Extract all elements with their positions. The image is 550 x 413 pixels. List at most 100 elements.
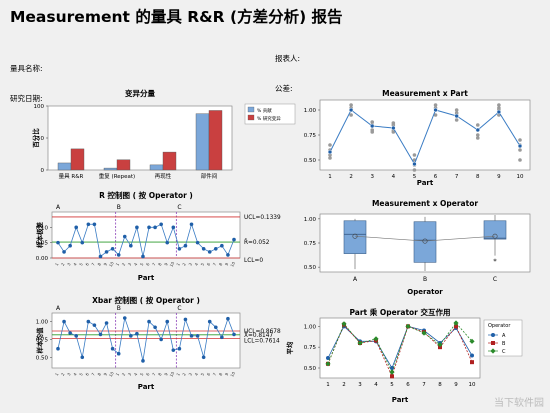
x-tick-label: 6 (206, 262, 212, 267)
data-point (470, 360, 474, 365)
data-point (62, 319, 66, 324)
x-tick-label: 3 (127, 262, 133, 267)
data-point (62, 250, 66, 254)
x-tick-label: 3 (370, 174, 374, 180)
y-tick-label: 0.50 (304, 366, 317, 372)
x-tick-label: 2 (121, 372, 127, 377)
data-point (141, 359, 145, 363)
data-point (110, 247, 115, 251)
left-meta: 量具名称: 研究日期: (10, 44, 43, 124)
group-label: B (117, 204, 121, 211)
data-point (475, 123, 480, 127)
data-point (98, 332, 103, 337)
data-point (207, 319, 212, 324)
data-point (153, 325, 157, 330)
mean-point (369, 123, 375, 129)
x-tick-label: 6 (84, 262, 90, 267)
x-tick-label: 4 (133, 372, 139, 377)
x-tick-label: 5 (390, 382, 394, 388)
legend-swatch (247, 106, 255, 113)
data-point (433, 113, 438, 117)
y-tick-label: 0.10 (36, 225, 49, 231)
group-label: C (177, 305, 181, 312)
x-tick-label: 1 (54, 372, 60, 377)
x-tick-label: 9 (102, 372, 108, 377)
x-tick-label: 2 (181, 372, 187, 377)
y-tick-label: 0 (41, 168, 45, 174)
data-point (92, 323, 97, 327)
x-tick-label: 6 (406, 382, 410, 388)
data-point (189, 222, 194, 227)
y-axis-label: 样本均值 (35, 327, 44, 354)
x-axis-label: Part (417, 179, 434, 187)
x-tick-label: 再现性 (155, 172, 172, 180)
mean-line (329, 109, 521, 166)
data-point (183, 317, 188, 322)
mean-point (412, 161, 417, 167)
x-tick-label: 7 (90, 372, 96, 377)
data-point (357, 340, 363, 346)
lcl-label: LCL=0.7614 (244, 339, 280, 345)
box (343, 220, 367, 254)
data-point (104, 321, 109, 325)
mean-point (517, 143, 523, 149)
data-point (110, 346, 115, 351)
data-point (135, 225, 139, 230)
mean-marker (422, 238, 428, 244)
legend-box (244, 103, 296, 125)
x-tick-label: 8 (96, 372, 102, 377)
y-tick-label: 0.05 (36, 241, 49, 247)
data-point (165, 319, 170, 324)
x-tick-label: 4 (72, 372, 78, 377)
x-tick-label: 10 (469, 382, 476, 388)
data-point (92, 222, 97, 227)
x-tick-label: 5 (413, 174, 417, 180)
data-point (129, 243, 133, 248)
data-point (183, 243, 188, 248)
x-tick-label: 10 (169, 260, 176, 267)
x-tick-label: 3 (66, 262, 72, 267)
x-tick-label: A (353, 276, 358, 283)
data-point (328, 156, 332, 160)
lcl-label: LCL=0 (244, 258, 263, 264)
data-point (171, 225, 176, 230)
x-tick-label: 9 (102, 262, 108, 267)
data-point (390, 366, 394, 370)
plot-area (319, 99, 531, 171)
x-tick-label: 3 (127, 372, 133, 377)
x-tick-label: 7 (212, 372, 218, 377)
data-point (189, 334, 194, 338)
x-tick-label: 1 (328, 174, 332, 180)
data-point (116, 253, 121, 257)
bar (208, 110, 223, 171)
data-point (159, 222, 163, 227)
x-tick-label: 4 (392, 174, 396, 180)
data-point (80, 240, 85, 245)
center-label: X̄=0.8147 (244, 332, 273, 339)
data-point (454, 118, 459, 122)
data-point (153, 225, 157, 230)
group-label: C (177, 204, 181, 211)
data-point (370, 128, 375, 132)
group-label: A (56, 305, 61, 312)
x-tick-label: 3 (187, 262, 193, 267)
x-tick-label: 1 (115, 372, 121, 377)
data-point (497, 103, 501, 107)
series-line (57, 317, 235, 361)
data-point (220, 335, 224, 340)
data-point (122, 234, 127, 239)
x-axis-label: Operator (407, 288, 443, 296)
outlier-marker: * (493, 257, 497, 265)
group-label: A (56, 204, 61, 211)
data-point (391, 121, 396, 125)
data-point (68, 243, 72, 248)
report-title: Measurement 的量具 R&R (方差分析) 报告 (10, 8, 343, 26)
data-point (325, 361, 331, 367)
data-point (412, 153, 417, 157)
x-tick-label: 2 (60, 372, 66, 377)
reporter-label: 报表人: (275, 54, 301, 63)
measurement-by-part-chart: Measurement x Part 0.50 0.75 1.00 1 2 3 4 5 6 7 8 9 1… (304, 89, 531, 187)
x-tick-label: 4 (193, 372, 199, 377)
